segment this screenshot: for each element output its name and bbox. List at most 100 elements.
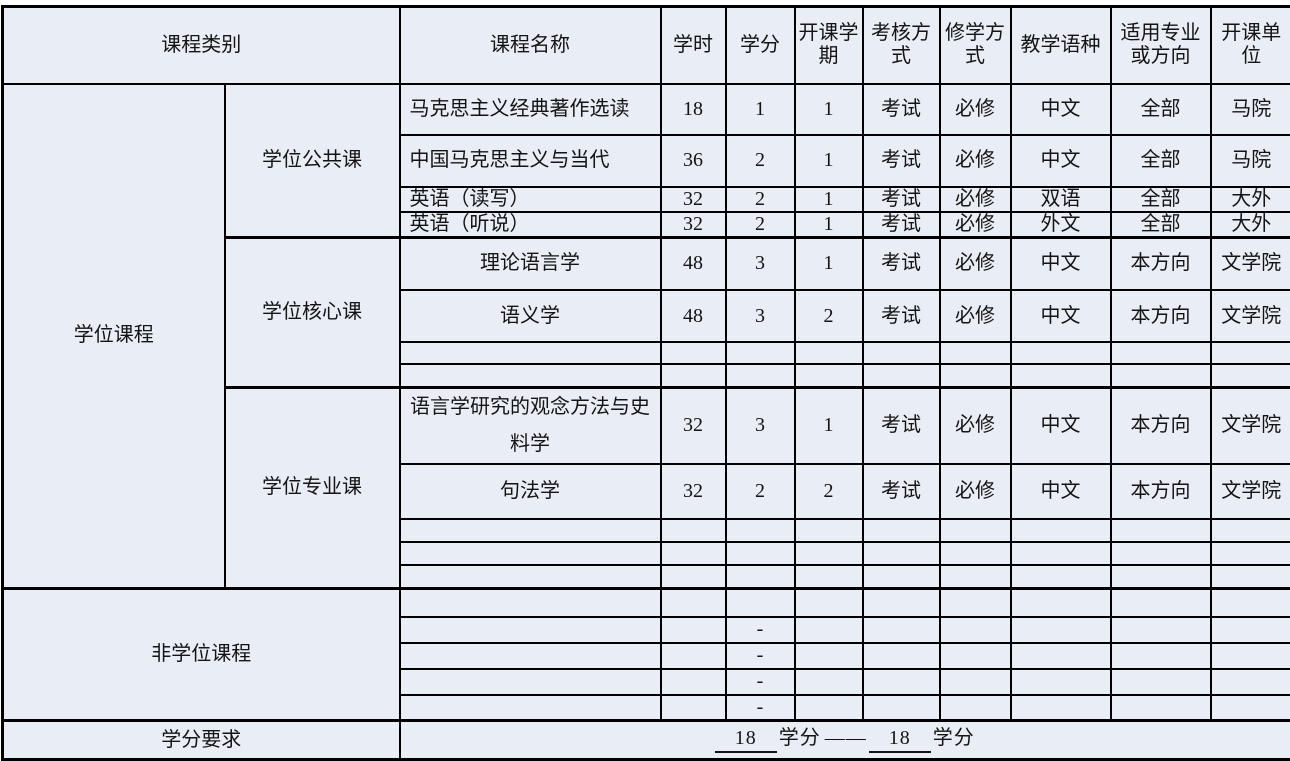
empty-cell (1011, 589, 1111, 617)
empty-cell (1011, 695, 1111, 721)
credits-cell: - (726, 643, 795, 669)
empty-cell (661, 695, 726, 721)
credits-cell: - (726, 617, 795, 643)
empty-cell (1211, 643, 1290, 669)
empty-cell (661, 342, 726, 364)
empty-cell (795, 364, 863, 387)
study-mode-cell: 必修 (940, 237, 1011, 290)
empty-cell (1211, 695, 1290, 721)
empty-cell (940, 643, 1011, 669)
credits-cell: 3 (726, 290, 795, 342)
empty-cell (400, 695, 661, 721)
empty-cell (1111, 643, 1211, 669)
credits-cell: 1 (726, 84, 795, 135)
empty-cell (863, 589, 940, 617)
language-cell: 中文 (1011, 464, 1111, 519)
hours-cell: 18 (661, 84, 726, 135)
language-cell: 中文 (1011, 237, 1111, 290)
empty-cell (726, 342, 795, 364)
empty-cell (1011, 342, 1111, 364)
empty-cell (940, 669, 1011, 695)
empty-cell (400, 669, 661, 695)
header-study-mode: 修学方式 (940, 7, 1011, 84)
empty-cell (940, 565, 1011, 589)
empty-cell (661, 669, 726, 695)
major-cell: 本方向 (1111, 237, 1211, 290)
empty-cell (726, 364, 795, 387)
degree-section-label: 学位课程 (3, 84, 225, 589)
empty-cell (1011, 669, 1111, 695)
header-assessment: 考核方式 (863, 7, 940, 84)
empty-cell (400, 364, 661, 387)
course-name-cell: 语言学研究的观念方法与史料学 (400, 387, 661, 464)
empty-cell (726, 542, 795, 565)
empty-cell (661, 617, 726, 643)
credits-cell: - (726, 695, 795, 721)
empty-cell (795, 542, 863, 565)
empty-cell (400, 519, 661, 542)
unit-cell: 大外 (1211, 187, 1290, 212)
credits-cell: 3 (726, 387, 795, 464)
empty-cell (863, 669, 940, 695)
empty-cell (863, 364, 940, 387)
language-cell: 中文 (1011, 84, 1111, 135)
unit-cell: 马院 (1211, 84, 1290, 135)
unit-cell: 马院 (1211, 135, 1290, 187)
hours-cell: 32 (661, 187, 726, 212)
empty-cell (661, 542, 726, 565)
course-name-cell: 理论语言学 (400, 237, 661, 290)
assessment-cell: 考试 (863, 212, 940, 238)
major-cell: 全部 (1111, 135, 1211, 187)
empty-cell (863, 565, 940, 589)
empty-cell (1211, 589, 1290, 617)
empty-cell (863, 695, 940, 721)
empty-course-row: 非学位课程 (3, 589, 1290, 617)
assessment-cell: 考试 (863, 237, 940, 290)
empty-cell (726, 565, 795, 589)
language-cell: 中文 (1011, 290, 1111, 342)
header-hours: 学时 (661, 7, 726, 84)
empty-cell (795, 643, 863, 669)
empty-cell (400, 542, 661, 565)
empty-cell (400, 617, 661, 643)
credits-cell: - (726, 669, 795, 695)
unit-cell: 文学院 (1211, 290, 1290, 342)
empty-cell (1211, 669, 1290, 695)
empty-cell (1211, 519, 1290, 542)
credit-range-separator: —— (823, 727, 869, 749)
credits-cell: 2 (726, 187, 795, 212)
semester-cell: 1 (795, 212, 863, 238)
semester-cell: 2 (795, 290, 863, 342)
study-mode-cell: 必修 (940, 387, 1011, 464)
hours-cell: 36 (661, 135, 726, 187)
semester-cell: 2 (795, 464, 863, 519)
empty-cell (1211, 617, 1290, 643)
empty-cell (940, 542, 1011, 565)
course-name-cell: 语义学 (400, 290, 661, 342)
empty-cell (661, 364, 726, 387)
empty-cell (1211, 342, 1290, 364)
empty-cell (1111, 342, 1211, 364)
empty-cell (940, 519, 1011, 542)
language-cell: 中文 (1011, 387, 1111, 464)
empty-cell (1011, 643, 1111, 669)
unit-cell: 文学院 (1211, 387, 1290, 464)
empty-cell (1211, 364, 1290, 387)
empty-cell (400, 342, 661, 364)
empty-cell (1111, 617, 1211, 643)
empty-cell (795, 617, 863, 643)
empty-cell (1111, 519, 1211, 542)
empty-cell (1111, 589, 1211, 617)
unit-cell: 大外 (1211, 212, 1290, 238)
empty-cell (795, 342, 863, 364)
empty-cell (1011, 364, 1111, 387)
study-mode-cell: 必修 (940, 464, 1011, 519)
major-cell: 本方向 (1111, 464, 1211, 519)
course-name-cell: 句法学 (400, 464, 661, 519)
empty-cell (863, 542, 940, 565)
empty-cell (726, 519, 795, 542)
credits-cell: 3 (726, 237, 795, 290)
major-cell: 全部 (1111, 84, 1211, 135)
